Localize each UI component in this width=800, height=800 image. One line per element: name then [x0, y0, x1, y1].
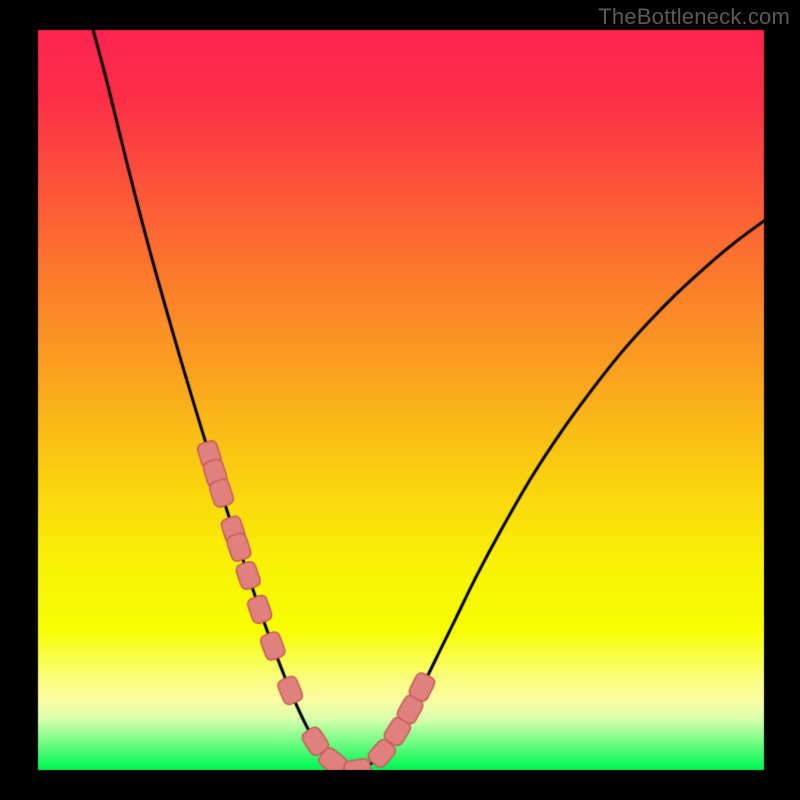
bottleneck-curve-chart — [0, 0, 800, 800]
watermark-text: TheBottleneck.com — [598, 4, 790, 30]
chart-stage: TheBottleneck.com — [0, 0, 800, 800]
